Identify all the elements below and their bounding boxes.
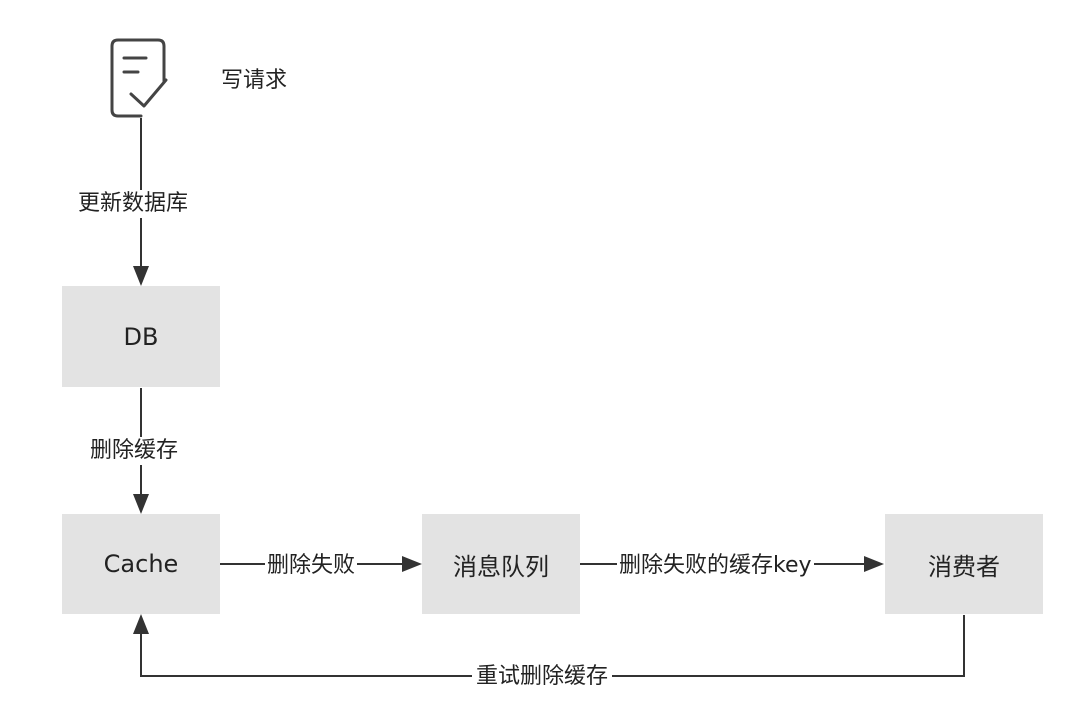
db-node: DB <box>62 286 220 387</box>
arrowhead-mq <box>402 556 422 572</box>
edge-label-retry-delete: 重试删除缓存 <box>472 663 613 691</box>
start-label: 写请求 <box>221 68 288 93</box>
consumer-node: 消费者 <box>885 514 1043 614</box>
cache-node: Cache <box>62 514 220 614</box>
consumer-node-label: 消费者 <box>928 552 1000 581</box>
arrowhead-consumer <box>864 556 884 572</box>
arrowhead-cache <box>133 494 149 514</box>
message-queue-node-label: 消息队列 <box>453 552 549 581</box>
message-queue-node: 消息队列 <box>422 514 580 614</box>
edge-label-delete-failed: 删除失败 <box>265 552 358 580</box>
edge-label-delete-cache: 删除缓存 <box>88 437 181 465</box>
cache-node-label: Cache <box>103 550 179 578</box>
document-check-icon <box>110 38 168 118</box>
edge-label-failed-key: 删除失败的缓存key <box>617 552 814 580</box>
edge-label-update-db: 更新数据库 <box>76 190 191 218</box>
arrowhead-db <box>133 266 149 286</box>
db-node-label: DB <box>123 322 159 351</box>
arrowhead-retry <box>133 614 149 634</box>
